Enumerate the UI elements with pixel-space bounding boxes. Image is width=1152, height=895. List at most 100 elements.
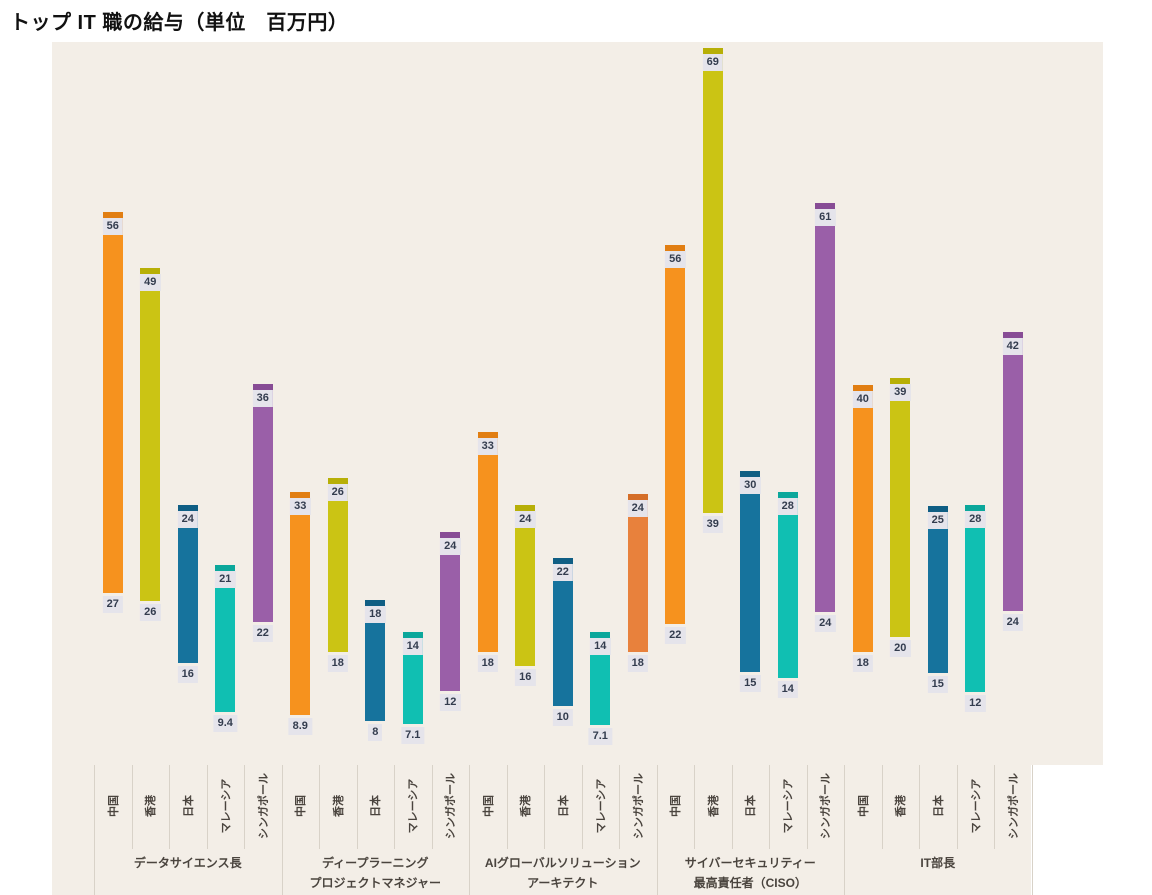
country-axis-label-text: マレーシア — [407, 778, 420, 834]
country-divider — [319, 765, 320, 849]
bar-max-cap — [777, 492, 798, 498]
bar-max-label: 24 — [515, 511, 536, 528]
country-axis-label-日本: 日本 — [732, 765, 770, 847]
bar-min-label: 18 — [477, 655, 498, 672]
country-divider — [244, 765, 245, 849]
country-divider — [394, 765, 395, 849]
bar-max-cap — [927, 506, 948, 512]
salary-range-bar — [440, 532, 461, 691]
country-axis-label-text: 香港 — [707, 795, 720, 817]
country-axis-label-中国: 中国 — [469, 765, 507, 847]
country-divider — [431, 765, 433, 849]
country-axis-label-中国: 中国 — [282, 765, 320, 847]
country-divider — [769, 765, 770, 849]
country-divider — [619, 765, 620, 849]
country-divider — [206, 765, 208, 849]
bar-min-label: 8.9 — [288, 718, 312, 735]
country-axis-label-text: シンガポール — [632, 773, 645, 839]
bar-max-cap — [852, 385, 873, 391]
bar-max-cap — [402, 632, 423, 638]
bar-min-label: 12 — [965, 695, 986, 712]
bar-max-label: 28 — [777, 498, 798, 515]
country-axis-label-香港: 香港 — [319, 765, 357, 847]
bar-min-label: 22 — [665, 627, 686, 644]
country-axis-label-香港: 香港 — [882, 765, 920, 847]
bar-max-label: 24 — [177, 511, 198, 528]
bar-max-label: 49 — [140, 274, 161, 291]
bar-max-label: 21 — [215, 571, 236, 588]
bar-max-label: 22 — [552, 564, 573, 581]
axis-band: 中国 香港 日本 マレーシア シンガポール データサイエンス長 中国 香港 日本 マレーシア シンガ… — [52, 765, 1033, 895]
country-axis-label-text: マレーシア — [220, 778, 233, 834]
job-group-label-line: アーキテクト — [527, 876, 599, 890]
country-axis-label-text: シンガポール — [445, 773, 458, 839]
bar-max-cap — [1002, 332, 1023, 338]
salary-range-bar — [852, 385, 873, 652]
country-divider — [881, 765, 883, 849]
job-group-label-line: AIグローバルソリューション — [484, 856, 641, 870]
bar-max-cap — [252, 384, 273, 390]
bar-min-label: 18 — [852, 655, 873, 672]
country-divider — [731, 765, 733, 849]
country-axis-label-マレーシア: マレーシア — [394, 765, 432, 847]
country-axis-label-シンガポール: シンガポール — [807, 765, 845, 847]
country-axis-label-中国: 中国 — [657, 765, 695, 847]
country-divider — [956, 765, 958, 849]
country-axis-label-text: マレーシア — [595, 778, 608, 834]
country-divider — [169, 765, 170, 849]
bar-max-label: 28 — [965, 511, 986, 528]
bar-max-cap — [627, 494, 648, 500]
country-axis-label-日本: 日本 — [357, 765, 395, 847]
bar-max-cap — [477, 432, 498, 438]
country-axis-label-text: 中国 — [857, 795, 870, 817]
bar-max-label: 24 — [627, 500, 648, 517]
group-divider — [94, 765, 95, 895]
country-axis-label-text: 日本 — [932, 795, 945, 817]
bar-max-label: 33 — [290, 498, 311, 515]
country-axis-label-日本: 日本 — [919, 765, 957, 847]
bar-max-cap — [815, 203, 836, 209]
salary-range-bar — [702, 48, 723, 513]
salary-range-bar — [327, 478, 348, 652]
bar-min-label: 24 — [815, 615, 836, 632]
bar-max-cap — [665, 245, 686, 251]
bar-max-label: 24 — [440, 538, 461, 555]
country-axis-label-text: シンガポール — [257, 773, 270, 839]
bar-max-label: 36 — [252, 390, 273, 407]
bar-max-cap — [102, 212, 123, 218]
country-axis-label-text: 日本 — [182, 795, 195, 817]
bar-min-label: 7.1 — [588, 728, 612, 745]
bar-min-label: 24 — [1002, 614, 1023, 631]
job-group-label-line: サイバーセキュリティー — [684, 856, 816, 870]
salary-range-bar — [590, 632, 611, 725]
country-axis-label-text: マレーシア — [782, 778, 795, 834]
bar-min-label: 20 — [890, 640, 911, 657]
country-axis-label-text: シンガポール — [1007, 773, 1020, 839]
plot-pane: 56 27 49 26 24 16 21 9.4 36 22 33 8.9 26 18 18 8 14 7.1 24… — [52, 42, 1103, 765]
bar-min-label: 9.4 — [213, 715, 237, 732]
country-axis-label-text: 日本 — [745, 795, 758, 817]
job-group-label: IT部長 — [844, 853, 1032, 895]
job-group-label: サイバーセキュリティー 最高責任者（CISO） — [657, 853, 845, 895]
bar-min-label: 18 — [627, 655, 648, 672]
bar-min-label: 12 — [440, 694, 461, 711]
bar-min-label: 18 — [327, 655, 348, 672]
salary-range-bar — [777, 492, 798, 678]
salary-range-bar — [627, 494, 648, 652]
salary-range-bar — [740, 471, 761, 672]
bar-max-label: 14 — [590, 638, 611, 655]
salary-range-bar — [1002, 332, 1023, 611]
chart-title: トップ IT 職の給与（単位 百万円） — [10, 12, 349, 34]
group-divider — [844, 765, 845, 895]
country-axis-label-text: 日本 — [370, 795, 383, 817]
salary-range-bar — [252, 384, 273, 622]
country-axis-label-日本: 日本 — [169, 765, 207, 847]
salary-range-bar — [965, 505, 986, 692]
bar-max-cap — [702, 48, 723, 54]
country-divider — [694, 765, 695, 849]
country-axis-label-text: シンガポール — [820, 773, 833, 839]
salary-range-bar — [102, 212, 123, 593]
bar-min-label: 27 — [102, 596, 123, 613]
bar-min-label: 15 — [927, 676, 948, 693]
